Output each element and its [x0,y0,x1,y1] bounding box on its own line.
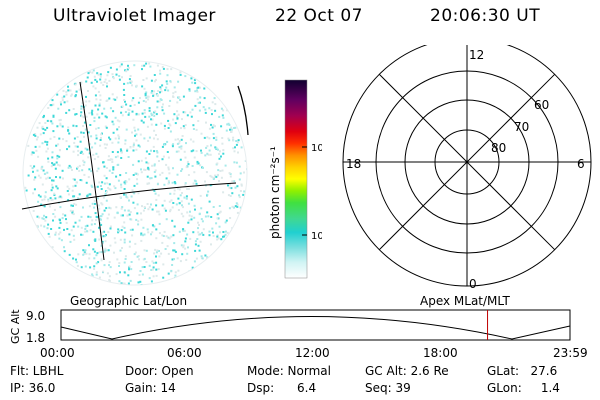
orbit-xtick-1800: 18:00 [423,346,458,360]
orbit-xtick-2359: 23:59 [553,346,588,360]
orbit-ytick-low: 1.8 [26,331,45,345]
date-label: 22 Oct 07 [275,6,363,26]
instrument-title: Ultraviolet Imager [53,6,216,26]
time-label: 20:06:30 UT [430,6,541,26]
info-glon: GLon: 1.4 [487,381,560,395]
mlt-label-6: 6 [577,157,585,171]
orbit-plot-frame [60,309,571,341]
info-ip: IP: 36.0 [10,381,56,395]
polar-plot: 12 18 6 0 60 70 80 [342,45,592,291]
mlt-label-18: 18 [346,157,361,171]
meridian-line [79,81,105,261]
orbit-right-title: Apex MLat/MLT [420,294,510,308]
info-seq: Seq: 39 [365,381,411,395]
info-dsp: Dsp: 6.4 [247,381,317,395]
info-flt: Flt: LBHL [10,364,64,378]
orbit-ylabel: GC Alt [9,309,22,344]
info-mode: Mode: Normal [247,364,331,378]
orbit-ytick-high: 9.0 [26,309,45,323]
orbit-altitude-plot: GC Alt 9.0 1.8 00:00 06:00 12:00 18:00 2… [9,309,588,360]
orbit-altitude-curve [60,316,571,340]
lat-label-70: 70 [514,120,529,134]
earth-disc-outline [22,60,248,286]
colorbar-label: photon cm⁻²s⁻¹ [268,146,282,239]
limb-arc [237,85,249,136]
mlt-label-0: 0 [469,277,477,291]
colorbar-tick-10: 10 [311,231,322,242]
uv-image [21,60,249,286]
uv-emission-speckle [24,62,247,285]
info-door: Door: Open [125,364,194,378]
polar-diag-2 [378,73,556,251]
info-gain: Gain: 14 [125,381,176,395]
mlt-label-12: 12 [469,48,484,62]
orbit-xtick-1200: 12:00 [295,346,330,360]
colorbar: 100 10 photon cm⁻²s⁻¹ [268,79,322,279]
colorbar-gradient [284,79,308,279]
info-glat: GLat: 27.6 [487,364,558,378]
orbit-left-title: Geographic Lat/Lon [70,294,188,308]
equator-line [21,182,237,210]
info-gcalt: GC Alt: 2.6 Re [365,364,449,378]
colorbar-tick-100: 100 [311,143,322,154]
orbit-xtick-0600: 06:00 [167,346,202,360]
lat-label-80: 80 [491,141,506,155]
lat-label-60: 60 [534,98,549,112]
orbit-xtick-0000: 00:00 [40,346,75,360]
